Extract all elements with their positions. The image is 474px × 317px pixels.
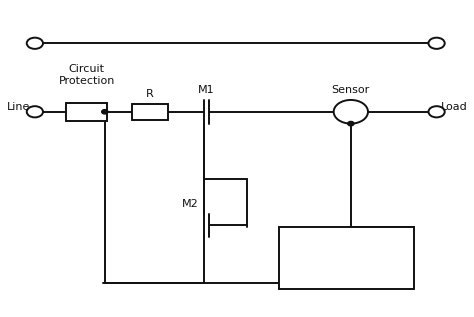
Text: R: R bbox=[146, 89, 154, 99]
Circle shape bbox=[347, 121, 354, 126]
Text: M1: M1 bbox=[198, 85, 215, 95]
Bar bbox=[132, 104, 168, 120]
Circle shape bbox=[27, 106, 43, 117]
Text: Circuit
Protection: Circuit Protection bbox=[59, 64, 115, 86]
Bar bbox=[66, 103, 107, 120]
Circle shape bbox=[334, 100, 368, 124]
Text: M2: M2 bbox=[182, 199, 199, 209]
Text: Line: Line bbox=[7, 102, 30, 112]
Circle shape bbox=[428, 106, 445, 117]
Bar bbox=[279, 227, 414, 289]
Circle shape bbox=[27, 38, 43, 49]
Text: A: A bbox=[347, 107, 354, 117]
Circle shape bbox=[101, 110, 108, 114]
Text: Controller: Controller bbox=[319, 253, 374, 263]
Text: Sensor: Sensor bbox=[332, 85, 370, 95]
Text: Load: Load bbox=[441, 102, 468, 112]
Circle shape bbox=[428, 38, 445, 49]
